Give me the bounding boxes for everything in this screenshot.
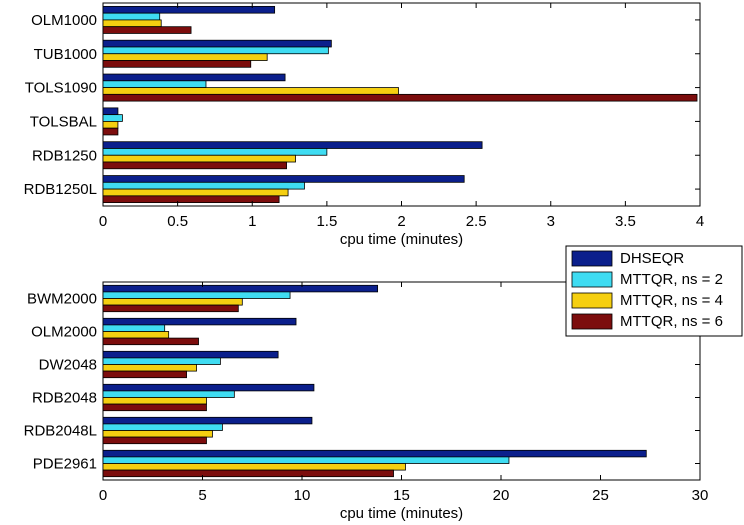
category-label-olm2000: OLM2000	[31, 324, 97, 341]
x-tick-label: 15	[393, 487, 410, 504]
bar	[102, 469, 394, 478]
legend-swatch	[571, 292, 613, 309]
legend-label: DHSEQR	[620, 250, 684, 267]
bar	[102, 188, 289, 197]
category-label-rdb1250l: RDB1250L	[24, 181, 97, 198]
bar	[102, 298, 243, 306]
legend-label: MTTQR, ns = 6	[620, 313, 723, 330]
x-tick-label: 0.5	[167, 213, 188, 230]
category-label-pde2961: PDE2961	[33, 456, 97, 473]
bar	[102, 141, 483, 149]
bar	[102, 93, 698, 102]
category-label-rdb2048: RDB2048	[32, 390, 97, 407]
x-tick-label: 5	[198, 487, 206, 504]
x-tick-label: 2	[397, 213, 405, 230]
x-tick-label: 0	[99, 213, 107, 230]
bar	[102, 416, 313, 425]
bar	[102, 403, 207, 412]
bar	[102, 19, 162, 28]
bar	[102, 331, 170, 339]
bar	[102, 12, 161, 21]
x-tick-label: 10	[294, 487, 311, 504]
bar	[102, 127, 119, 136]
category-label-dw2048: DW2048	[39, 357, 97, 374]
x-axis-label: cpu time (minutes)	[340, 231, 463, 248]
x-tick-label: 3	[547, 213, 555, 230]
bar	[102, 60, 252, 68]
legend: DHSEQR MTTQR, ns = 2 MTTQR, ns = 4 MTTQR, n…	[565, 245, 743, 337]
bar	[102, 107, 119, 116]
x-axis-label: cpu time (minutes)	[340, 505, 463, 522]
bar	[102, 121, 119, 129]
x-tick-label: 30	[692, 487, 709, 504]
plot-area	[102, 2, 701, 207]
category-label-rdb1250: RDB1250	[32, 147, 97, 164]
bar	[102, 53, 268, 61]
bar	[102, 161, 287, 170]
legend-label: MTTQR, ns = 2	[620, 271, 723, 288]
bar	[102, 324, 166, 332]
x-tick-label: 1	[248, 213, 256, 230]
bar	[102, 5, 276, 14]
bar	[102, 181, 305, 190]
category-label-tub1000: TUB1000	[34, 46, 97, 63]
bar	[102, 39, 332, 48]
bar	[102, 449, 647, 458]
bar	[102, 390, 235, 398]
x-tick-label: 25	[592, 487, 609, 504]
category-label-tolsbal: TOLSBAL	[30, 113, 97, 130]
bar	[102, 317, 297, 326]
bar	[102, 87, 399, 95]
bar	[102, 26, 192, 34]
bar	[102, 148, 328, 156]
bar	[102, 463, 406, 471]
bar	[102, 430, 213, 438]
bar	[102, 383, 315, 392]
x-tick-label: 3.5	[615, 213, 636, 230]
top-chart-panel: OLM1000 TUB1000 TOLS1090 TOLSBAL RDB1250 RDB1…	[24, 2, 704, 248]
bar	[102, 175, 465, 183]
category-label-olm1000: OLM1000	[31, 12, 97, 29]
bar	[102, 46, 329, 55]
legend-label: MTTQR, ns = 4	[620, 292, 723, 309]
bar	[102, 154, 296, 163]
category-label-bwm2000: BWM2000	[27, 291, 97, 308]
x-tick-label: 4	[696, 213, 704, 230]
x-tick-label: 2.5	[466, 213, 487, 230]
bar	[102, 304, 239, 313]
bar	[102, 195, 280, 204]
category-label-rdb2048l: RDB2048L	[24, 423, 97, 440]
legend-swatch	[571, 250, 613, 267]
bar	[102, 284, 379, 293]
bar	[102, 350, 279, 359]
bar	[102, 370, 187, 379]
legend-swatch	[571, 271, 613, 288]
bar	[102, 456, 510, 464]
bar	[102, 114, 123, 122]
bar	[102, 80, 207, 88]
bar	[102, 397, 207, 405]
bar	[102, 423, 223, 431]
bar	[102, 357, 221, 365]
bar	[102, 337, 199, 346]
bar	[102, 291, 291, 299]
x-tick-label: 1.5	[316, 213, 337, 230]
bar	[102, 436, 207, 445]
category-label-tols1090: TOLS1090	[25, 80, 97, 97]
legend-swatch	[571, 313, 613, 330]
bar	[102, 73, 286, 82]
x-tick-label: 0	[99, 487, 107, 504]
bar	[102, 364, 197, 372]
x-tick-label: 20	[493, 487, 510, 504]
